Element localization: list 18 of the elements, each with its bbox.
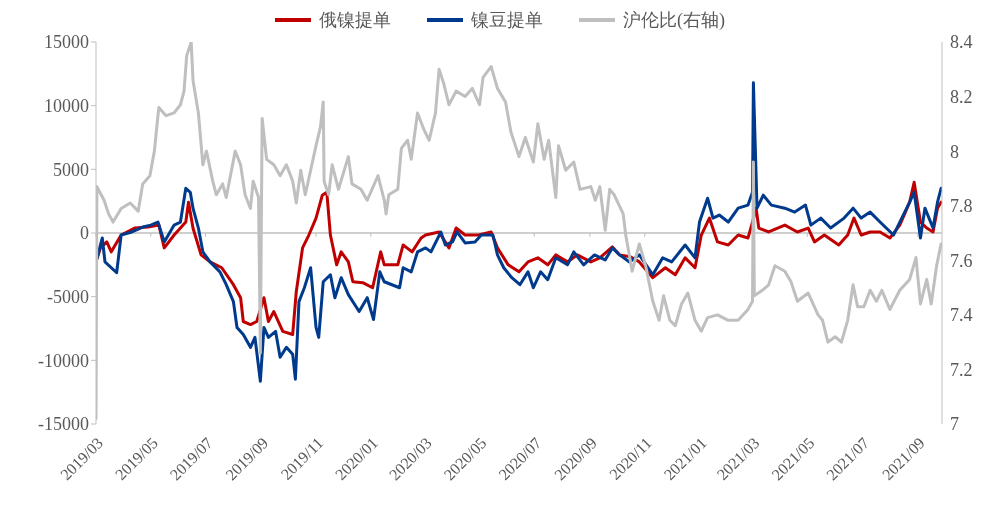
y-tick-label: 0	[80, 223, 89, 244]
y-tick-label: -5000	[47, 287, 89, 308]
y2-tick-label: 7.4	[950, 305, 973, 326]
legend-label: 镍豆提单	[470, 9, 543, 32]
y-tick-label: 5000	[53, 159, 89, 180]
y-tick-label: -15000	[38, 414, 89, 435]
y2-tick-label: 7.8	[950, 196, 973, 217]
y-tick-label: 15000	[44, 32, 89, 53]
y-tick-label: -10000	[38, 350, 89, 371]
legend-label: 俄镍提单	[318, 9, 391, 32]
legend-label: 沪伦比(右轴)	[622, 9, 725, 32]
y2-tick-label: 7	[950, 414, 959, 435]
y2-tick-label: 8	[950, 141, 959, 162]
y2-tick-label: 8.2	[950, 86, 973, 107]
y2-tick-label: 7.6	[950, 250, 973, 271]
y2-tick-label: 8.4	[950, 32, 973, 53]
y-tick-label: 10000	[44, 96, 89, 117]
y2-tick-label: 7.2	[950, 359, 973, 380]
